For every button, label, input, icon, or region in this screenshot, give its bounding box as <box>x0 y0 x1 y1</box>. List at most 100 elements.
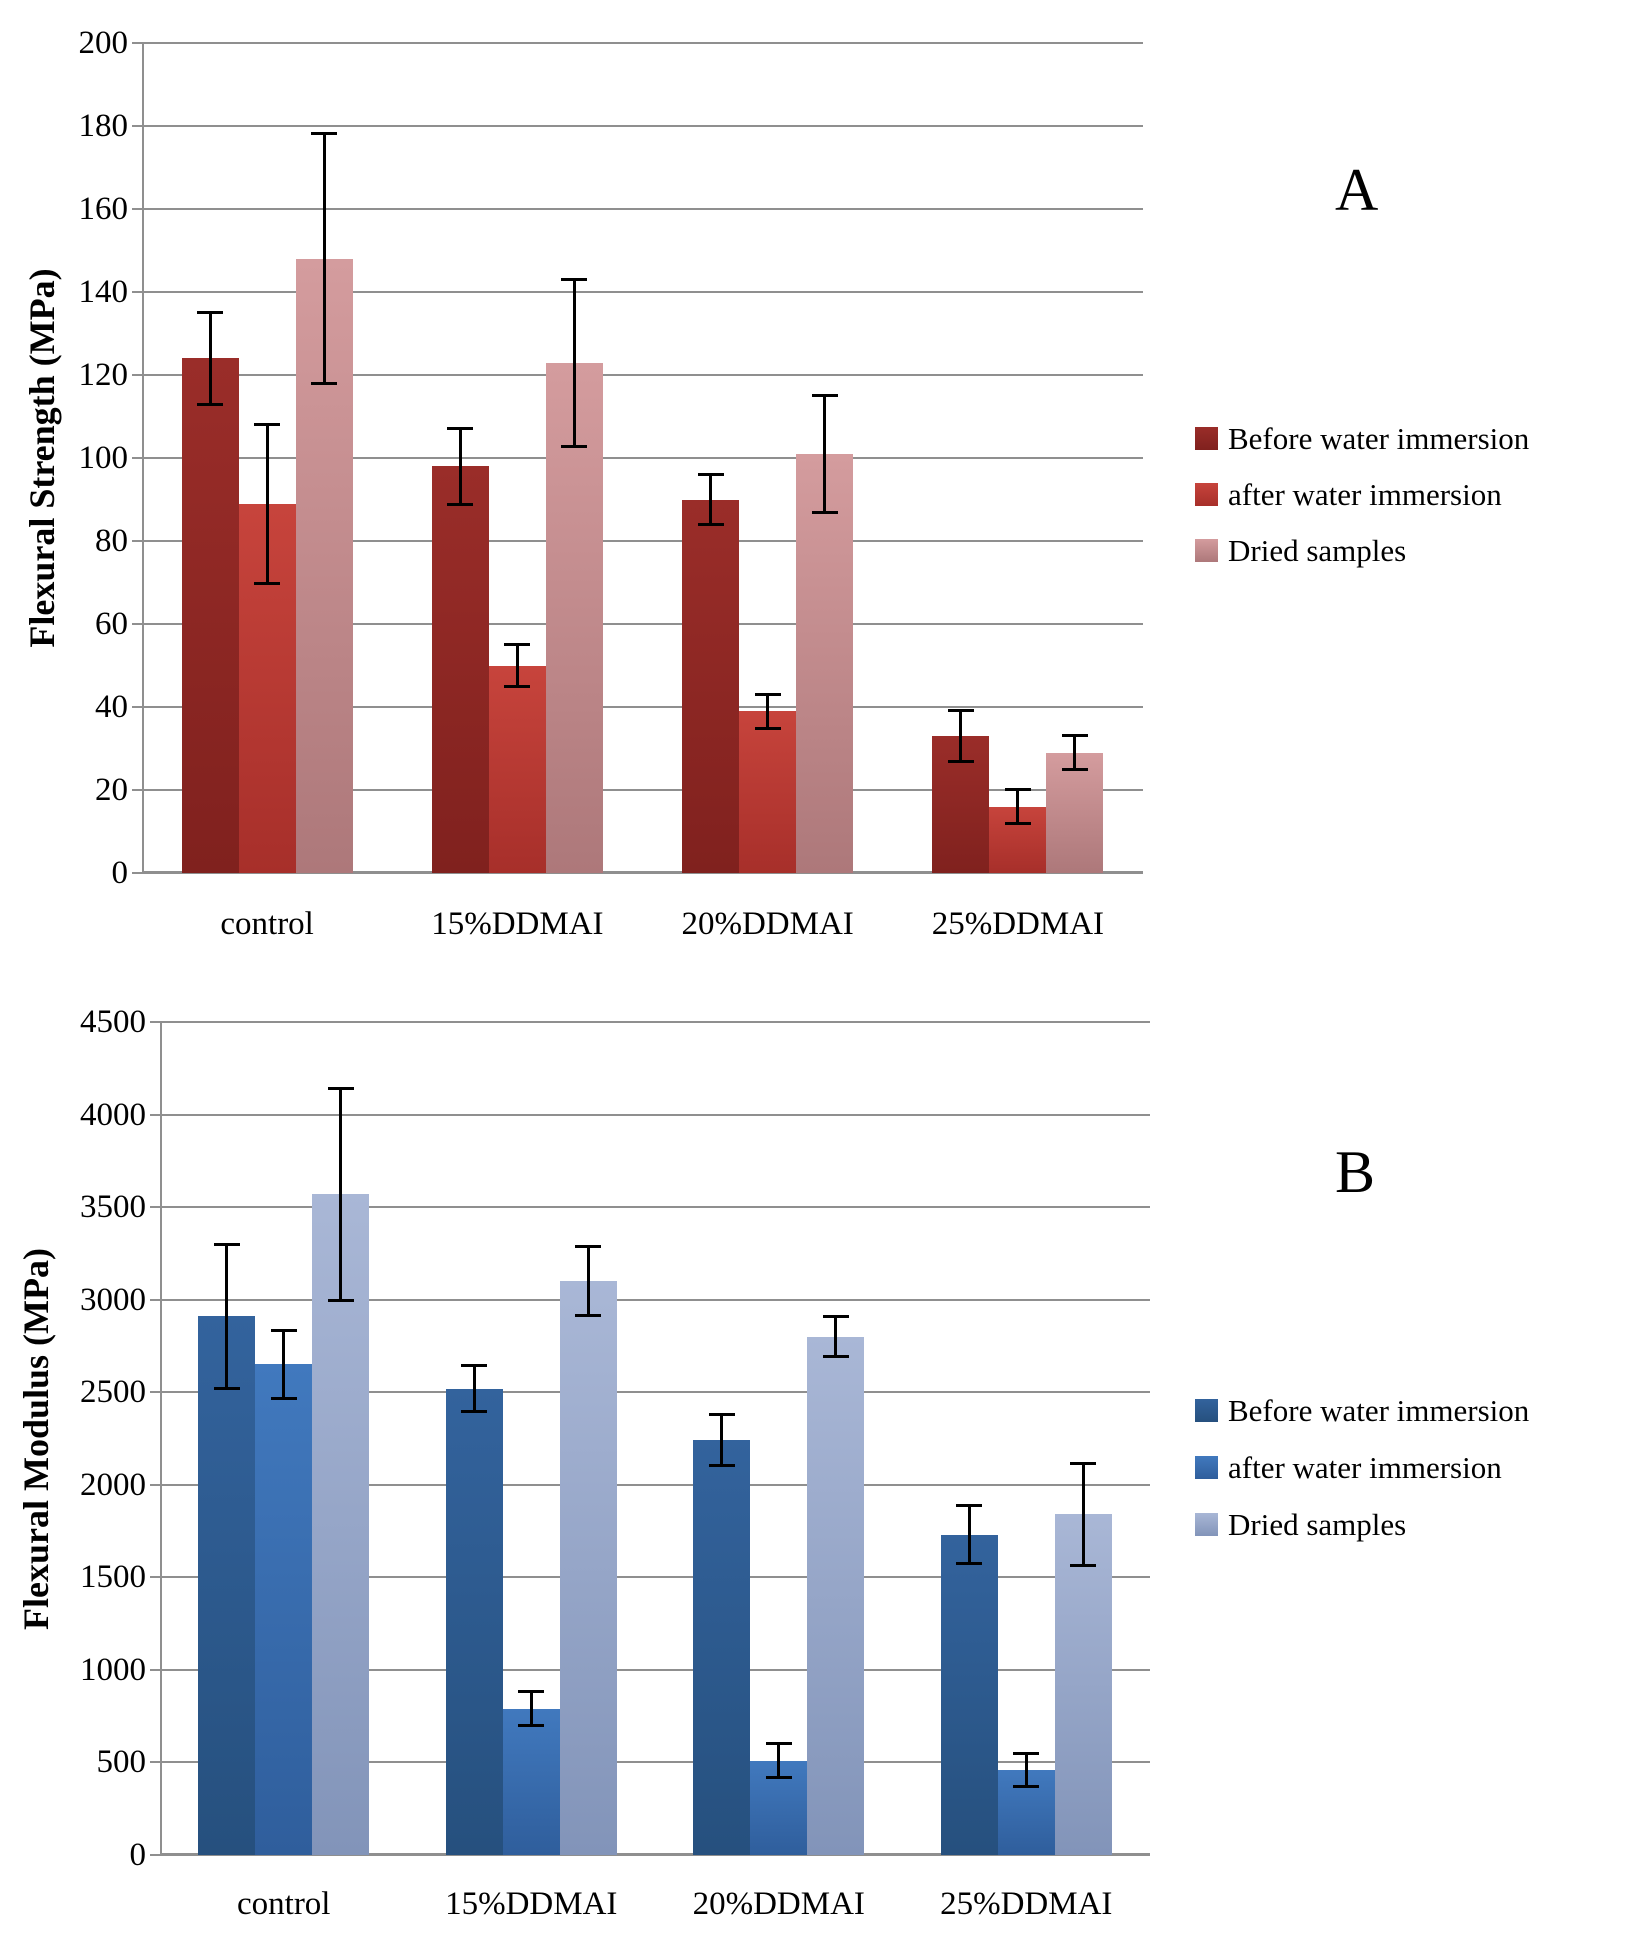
error-bar-line <box>572 279 576 446</box>
legend: Before water immersion after water immers… <box>1195 420 1625 588</box>
gridline <box>160 1298 1150 1301</box>
error-bar-cap-top <box>197 310 224 314</box>
error-bar-cap-bottom <box>1004 822 1031 826</box>
error-bar-cap-top <box>327 1086 354 1090</box>
gridline <box>142 789 1143 791</box>
error-bar-cap-top <box>1004 788 1031 791</box>
plot-area <box>160 1021 1150 1856</box>
y-axis-line <box>160 1022 162 1855</box>
error-bar-cap-bottom <box>1061 768 1088 772</box>
gridline <box>160 1668 1150 1671</box>
y-axis-tick-mark <box>132 291 142 293</box>
bar-dried-samples <box>1046 752 1104 873</box>
error-bar-line <box>959 711 963 761</box>
gridline <box>160 1391 1150 1394</box>
error-bar-cap-bottom <box>561 444 588 448</box>
error-bar-line <box>458 428 462 504</box>
y-axis-tick-label: 4000 <box>80 1096 146 1133</box>
y-axis-tick-mark <box>150 1391 160 1394</box>
gridline <box>160 1113 1150 1116</box>
error-bar-line <box>225 1245 229 1388</box>
error-bar-line <box>1024 1754 1028 1786</box>
bar-before-water-immersion <box>693 1440 751 1855</box>
error-bar-line <box>834 1317 838 1357</box>
legend-swatch-icon <box>1195 427 1218 450</box>
y-axis-tick-label: 3000 <box>80 1281 146 1318</box>
error-bar-line <box>720 1415 724 1466</box>
y-axis-tick-label: 100 <box>78 440 129 476</box>
error-bar-cap-bottom <box>1070 1564 1097 1568</box>
x-axis-category-label: 25%DDMAI <box>940 1886 1113 1922</box>
error-bar-line <box>1016 790 1020 824</box>
legend-item: Before water immersion <box>1195 1392 1625 1432</box>
x-axis-category-label: 25%DDMAI <box>931 906 1105 942</box>
error-bar-line <box>265 424 269 583</box>
error-bar-cap-bottom <box>822 1355 849 1359</box>
error-bar-cap-bottom <box>461 1409 488 1413</box>
error-bar-line <box>282 1331 286 1398</box>
error-bar-cap-top <box>947 709 974 713</box>
plot-area <box>142 42 1143 874</box>
y-axis-tick-label: 3500 <box>80 1189 146 1226</box>
bar-dried-samples <box>796 453 854 873</box>
bar-after-water-immersion <box>255 1364 313 1855</box>
gridline <box>142 125 1143 127</box>
y-axis-tick-label: 0 <box>129 1837 147 1873</box>
error-bar-cap-bottom <box>270 1396 297 1400</box>
y-axis-title: Flexural Strength (MPa) <box>22 268 62 648</box>
bar-dried-samples <box>312 1194 370 1855</box>
error-bar-cap-top <box>754 692 781 696</box>
y-axis-tick-label: 200 <box>78 25 129 61</box>
bar-after-water-immersion <box>739 711 797 873</box>
error-bar-cap-top <box>270 1329 297 1333</box>
y-axis-tick-mark <box>132 540 142 542</box>
error-bar-line <box>586 1246 590 1316</box>
error-bar-cap-bottom <box>504 685 531 689</box>
error-bar-cap-top <box>561 277 588 281</box>
legend-item: Before water immersion <box>1195 420 1625 460</box>
y-axis-tick-label: 500 <box>96 1744 147 1781</box>
gridline <box>160 1021 1150 1023</box>
bar-dried-samples <box>545 362 603 873</box>
error-bar-cap-top <box>311 132 338 136</box>
y-axis-tick-label: 160 <box>78 191 129 227</box>
error-bar-cap-top <box>708 1413 735 1417</box>
error-bar-cap-bottom <box>518 1724 545 1728</box>
x-axis-category-label: control <box>220 906 314 942</box>
legend-swatch-icon <box>1195 1513 1218 1536</box>
gridline <box>142 706 1143 708</box>
error-bar-cap-bottom <box>708 1464 735 1468</box>
error-bar-cap-top <box>447 426 474 430</box>
error-bar-line <box>777 1743 781 1778</box>
error-bar-line <box>1081 1463 1085 1566</box>
y-axis-tick-mark <box>150 1298 160 1301</box>
error-bar-cap-bottom <box>947 759 974 763</box>
bar-before-water-immersion <box>445 1388 503 1855</box>
error-bar-line <box>472 1366 476 1411</box>
error-bar-line <box>529 1692 533 1726</box>
gridline <box>160 1576 1150 1579</box>
y-axis-tick-label: 2000 <box>80 1466 146 1503</box>
legend-item-label: after water immersion <box>1228 1450 1502 1485</box>
legend-item-label: Dried samples <box>1228 1507 1407 1542</box>
x-axis-category-label: 20%DDMAI <box>681 906 854 942</box>
y-axis-tick-mark <box>132 706 142 708</box>
error-bar-cap-top <box>461 1364 488 1368</box>
error-bar-cap-top <box>504 642 531 646</box>
gridline <box>160 1483 1150 1486</box>
bar-before-water-immersion <box>181 358 239 873</box>
y-axis-tick-mark <box>150 1668 160 1671</box>
error-bar-line <box>339 1088 343 1300</box>
error-bar-cap-bottom <box>575 1314 602 1318</box>
legend-item: Dried samples <box>1195 532 1625 572</box>
gridline <box>142 457 1143 459</box>
y-axis-tick-label: 4500 <box>80 1004 146 1040</box>
gridline <box>142 623 1143 625</box>
error-bar-cap-top <box>697 472 724 476</box>
y-axis-tick-mark <box>150 1206 160 1209</box>
error-bar-cap-bottom <box>1013 1784 1040 1788</box>
error-bar-cap-top <box>254 422 281 426</box>
legend-swatch-icon <box>1195 539 1218 562</box>
error-bar-cap-bottom <box>754 726 781 730</box>
